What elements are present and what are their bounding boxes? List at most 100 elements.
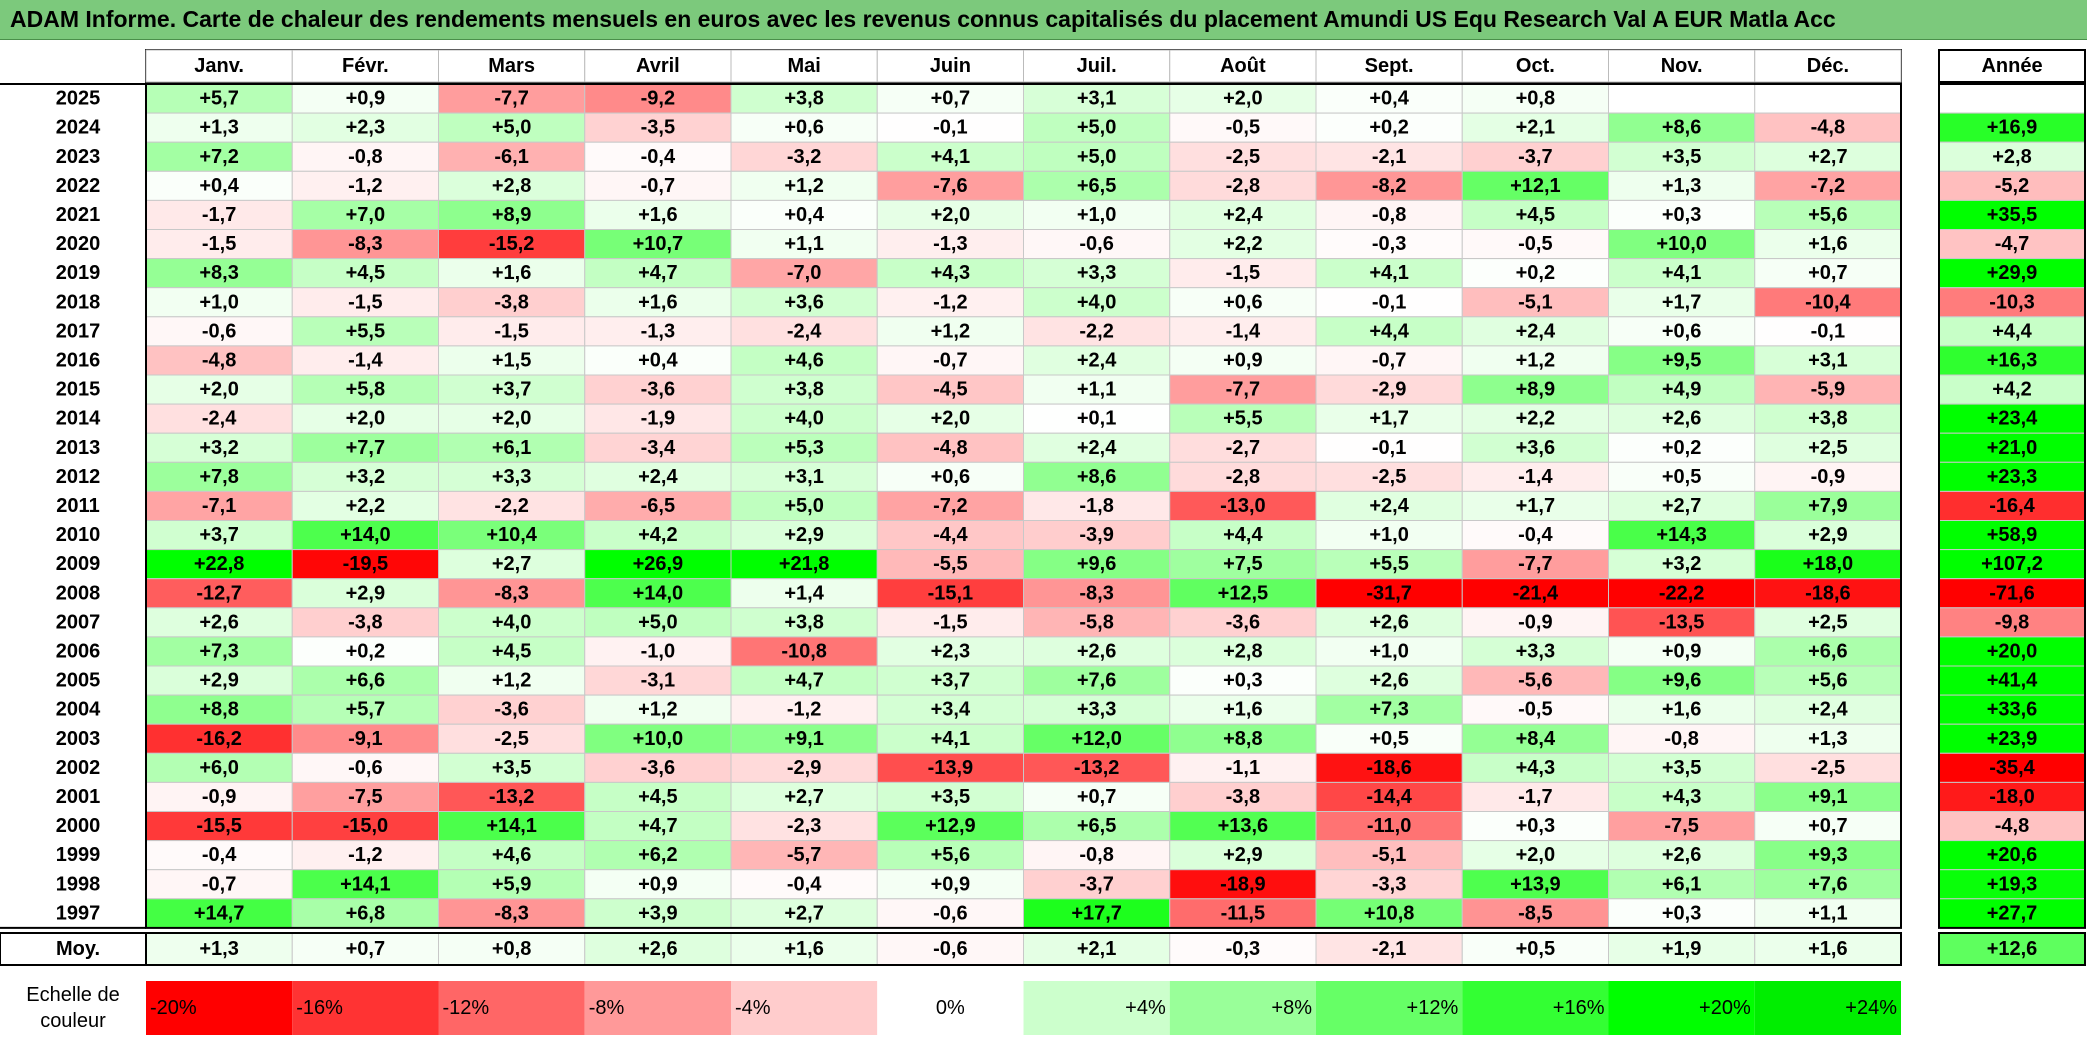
heatmap-cell xyxy=(291,141,439,172)
annual-cell-value: -18,0 xyxy=(1989,786,2035,808)
heatmap-cell-value: +2,0 xyxy=(1516,844,1555,866)
heatmap-cell-value: -0,1 xyxy=(933,117,967,139)
heatmap-cell-value: +7,3 xyxy=(199,640,238,662)
heatmap-cell-value: -0,4 xyxy=(202,844,237,866)
heatmap-cell xyxy=(876,869,1024,900)
heatmap-cell xyxy=(1169,258,1317,289)
heatmap-cell-value: +0,6 xyxy=(784,117,823,139)
annual-cell-value: -4,7 xyxy=(1995,233,2029,255)
heatmap-cell-value: +2,4 xyxy=(1077,437,1117,459)
average-cell xyxy=(1754,932,1902,966)
heatmap-cell xyxy=(1169,752,1317,783)
annual-cell-value: -10,3 xyxy=(1989,291,2035,313)
heatmap-cell-value: -22,2 xyxy=(1659,582,1705,604)
heatmap-cell-value: +3,5 xyxy=(931,786,970,808)
heatmap-cell-value: -0,4 xyxy=(641,146,676,168)
heatmap-cell xyxy=(1754,694,1902,725)
year-label: 2008 xyxy=(56,582,101,604)
heatmap-cell xyxy=(1023,199,1171,230)
annual-cell xyxy=(1938,520,2086,551)
heatmap-cell-value: -5,5 xyxy=(933,553,967,575)
heatmap-cell xyxy=(1608,490,1756,521)
heatmap-cell xyxy=(1461,490,1609,521)
heatmap-cell xyxy=(1315,403,1463,434)
heatmap-cell xyxy=(1169,898,1317,929)
heatmap-cell xyxy=(1315,170,1463,201)
heatmap-cell-value: -2,2 xyxy=(494,495,528,517)
heatmap-cell-value: -0,8 xyxy=(1372,204,1406,226)
heatmap-cell xyxy=(1169,607,1317,638)
heatmap-cell-value: +0,3 xyxy=(1516,815,1555,837)
heatmap-cell-value: +1,2 xyxy=(638,699,677,721)
heatmap-cell xyxy=(584,781,732,813)
heatmap-cell xyxy=(1169,112,1317,143)
heatmap-cell xyxy=(1315,287,1463,318)
heatmap-cell-value: +12,0 xyxy=(1071,728,1122,750)
heatmap-cell-value: +10,4 xyxy=(486,524,537,546)
heatmap-cell-value: +0,5 xyxy=(1662,466,1701,488)
month-header-cell xyxy=(145,49,293,83)
heatmap-cell-value: +10,0 xyxy=(633,728,684,750)
heatmap-cell-value: +2,7 xyxy=(492,553,531,575)
scale-swatch-label: -16% xyxy=(296,997,343,1019)
heatmap-cell xyxy=(1315,316,1463,347)
heatmap-cell-value: +0,9 xyxy=(346,88,385,110)
heatmap-cell-value: +7,0 xyxy=(346,204,385,226)
heatmap-cell-value: -3,6 xyxy=(494,699,528,721)
heatmap-cell-value: +7,3 xyxy=(1369,699,1408,721)
heatmap-cell-value: +0,3 xyxy=(1223,670,1262,692)
heatmap-cell-value: +7,9 xyxy=(1808,495,1847,517)
heatmap-cell xyxy=(876,811,1024,842)
annual-cell-value: -71,6 xyxy=(1989,582,2035,604)
heatmap-cell-value: -1,5 xyxy=(1226,262,1260,284)
heatmap-cell-value: +14,3 xyxy=(1656,524,1707,546)
heatmap-cell-value: +2,0 xyxy=(492,408,531,430)
heatmap-cell xyxy=(145,840,293,871)
average-grid-border xyxy=(145,932,1902,966)
heatmap-cell xyxy=(145,461,293,492)
heatmap-cell xyxy=(1461,723,1609,754)
heatmap-cell xyxy=(1461,665,1609,696)
heatmap-cell xyxy=(291,811,439,842)
heatmap-cell xyxy=(730,578,878,609)
heatmap-cell-value: +1,0 xyxy=(1369,640,1408,662)
heatmap-cell-value: -0,8 xyxy=(1664,728,1698,750)
heatmap-cell-value: -3,2 xyxy=(787,146,821,168)
heatmap-cell-value: -18,6 xyxy=(1805,582,1851,604)
heatmap-cell xyxy=(1608,374,1756,405)
heatmap-cell-value: +3,8 xyxy=(784,88,823,110)
annual-header-cell xyxy=(1938,49,2086,83)
scale-swatch-label: +4% xyxy=(1125,997,1166,1019)
heatmap-cell-value: -3,5 xyxy=(641,117,675,139)
heatmap-cell-value: -4,4 xyxy=(933,524,968,546)
month-header-cell xyxy=(1023,49,1171,83)
heatmap-cell-value: +8,6 xyxy=(1662,117,1701,139)
heatmap-cell xyxy=(1461,694,1609,725)
heatmap-cell-value: +1,3 xyxy=(1808,728,1847,750)
heatmap-cell xyxy=(730,287,878,318)
heatmap-cell-value: -2,4 xyxy=(202,408,237,430)
heatmap-cell xyxy=(876,83,1024,114)
heatmap-cell-value: +2,6 xyxy=(1077,640,1116,662)
heatmap-cell xyxy=(1608,811,1756,842)
heatmap-cell-value: -2,2 xyxy=(1079,320,1113,342)
heatmap-cell xyxy=(291,199,439,230)
annual-cell-value: +23,9 xyxy=(1987,728,2038,750)
heatmap-cell-value: +1,7 xyxy=(1662,291,1701,313)
heatmap-cell xyxy=(1754,898,1902,929)
heatmap-cell xyxy=(1754,141,1902,172)
heatmap-cell-value: +4,3 xyxy=(1662,786,1701,808)
heatmap-cell-value: -2,7 xyxy=(1226,437,1260,459)
scale-swatch-label: +16% xyxy=(1553,997,1605,1019)
heatmap-cell-value: +0,7 xyxy=(1808,262,1847,284)
heatmap-cell-value: +2,1 xyxy=(1516,117,1555,139)
heatmap-cell xyxy=(730,607,878,638)
heatmap-cell-value: -1,4 xyxy=(1226,320,1261,342)
heatmap-cell-value: -7,7 xyxy=(494,88,528,110)
heatmap-cell-value: +1,5 xyxy=(492,349,531,371)
heatmap-cell-value: +3,5 xyxy=(1662,146,1701,168)
year-label: 2003 xyxy=(56,728,101,750)
heatmap-cell-value: +9,6 xyxy=(1077,553,1116,575)
annual-cell-value: -4,8 xyxy=(1995,815,2029,837)
annual-cell-value: +41,4 xyxy=(1987,670,2038,692)
